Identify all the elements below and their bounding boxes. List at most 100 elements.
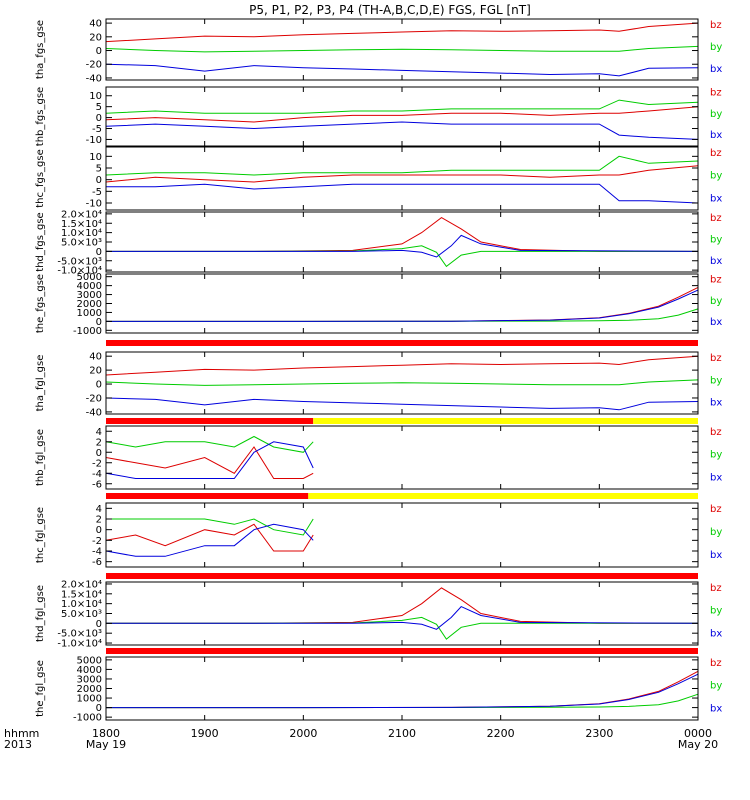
x-tick-label: 0000 xyxy=(684,727,712,740)
x-tick-label: 1800 xyxy=(92,727,120,740)
x-tick-label: 2300 xyxy=(585,727,613,740)
y-axis-label: the_fgs_gse xyxy=(35,274,46,333)
plot-frame xyxy=(105,656,699,721)
y-tick-label: -10 xyxy=(86,199,102,210)
y-tick-label: 2000 xyxy=(77,299,102,310)
quality-bar-segment xyxy=(106,418,314,424)
legend-bx: bx xyxy=(710,628,722,639)
series-by-line xyxy=(106,518,314,536)
series-by-line xyxy=(106,616,698,640)
quality-bar-segment xyxy=(308,493,698,499)
series-bx-line xyxy=(106,234,699,258)
legend-bz: bz xyxy=(710,275,722,286)
series-group xyxy=(106,217,699,268)
series-group xyxy=(105,155,699,204)
y-tick-label: 1.5×10⁴ xyxy=(61,219,102,230)
y-axis-label: thb_fgs_gse xyxy=(35,87,46,146)
chart-title: P5, P1, P2, P3, P4 (TH-A,B,C,D,E) FGS, F… xyxy=(249,3,531,17)
series-by-line xyxy=(105,435,314,453)
y-tick-label: 2 xyxy=(96,515,102,526)
series-bz-line xyxy=(105,22,699,43)
series-group xyxy=(105,99,699,140)
y-tick-label: 20 xyxy=(89,366,102,377)
y-axis-label: the_fgl_gse xyxy=(35,660,46,717)
legend-bx: bx xyxy=(710,317,722,328)
y-tick-label: 2000 xyxy=(77,684,102,695)
series-group xyxy=(105,518,314,557)
series-by-line xyxy=(105,99,699,114)
legend-bx: bx xyxy=(710,550,722,561)
y-tick-label: 0 xyxy=(96,703,102,714)
series-by-line xyxy=(106,693,699,709)
legend-bz: bz xyxy=(710,427,722,438)
series-bz-line xyxy=(105,523,314,552)
x-tick-date-label: May 19 xyxy=(86,738,126,751)
legend-bx: bx xyxy=(710,472,722,483)
series-bx-line xyxy=(106,183,699,204)
y-tick-label: 2.0×10⁴ xyxy=(61,209,102,220)
series-by-line xyxy=(106,245,698,268)
y-tick-label: -6 xyxy=(92,557,102,568)
quality-bar-segment xyxy=(106,340,698,346)
y-tick-label: -4 xyxy=(92,547,102,558)
y-tick-label: 1.0×10⁴ xyxy=(61,228,102,239)
legend-by: by xyxy=(710,42,722,53)
plot-frame xyxy=(105,273,699,334)
y-tick-label: -20 xyxy=(86,60,102,71)
legend-bz: bz xyxy=(710,353,722,364)
x-tick-label: 2100 xyxy=(388,727,416,740)
plot-frame xyxy=(105,86,699,147)
y-axis-label: thb_fgl_gse xyxy=(35,429,46,486)
legend-bx: bx xyxy=(710,130,722,141)
series-by-line xyxy=(106,308,699,322)
y-tick-label: 4000 xyxy=(77,281,102,292)
y-axis-label: thd_fgl_gse xyxy=(35,585,46,642)
y-tick-label: -1000 xyxy=(73,713,102,724)
y-tick-label: 5 xyxy=(96,102,102,113)
y-tick-label: 0 xyxy=(96,619,102,630)
y-tick-label: 2 xyxy=(96,437,102,448)
data-quality-bars xyxy=(106,340,698,654)
y-tick-label: 10 xyxy=(89,91,102,102)
plot-frame xyxy=(105,581,699,646)
series-by-line xyxy=(105,155,699,176)
y-tick-label: 40 xyxy=(89,19,102,30)
series-group xyxy=(106,587,699,640)
legend-bz: bz xyxy=(710,213,722,224)
y-tick-label: 0 xyxy=(96,525,102,536)
y-tick-label: 20 xyxy=(89,32,102,43)
quality-bar-segment xyxy=(313,418,698,424)
y-tick-label: 1000 xyxy=(77,694,102,705)
legend-bz: bz xyxy=(710,20,722,31)
y-tick-label: 10 xyxy=(89,152,102,163)
y-tick-label: 5000 xyxy=(77,272,102,283)
series-by-line xyxy=(105,45,699,53)
y-tick-label: -1.0×10⁴ xyxy=(57,639,102,650)
y-tick-label: -10 xyxy=(86,135,102,146)
y-tick-label: 0 xyxy=(96,448,102,459)
x-axis-row2-label: 2013 xyxy=(4,738,32,751)
x-tick-label: 2000 xyxy=(289,727,317,740)
y-tick-label: 0 xyxy=(96,175,102,186)
y-tick-label: -40 xyxy=(86,407,102,418)
y-tick-label: 4 xyxy=(96,427,102,438)
y-tick-label: 3000 xyxy=(77,290,102,301)
x-axis-row1-label: hhmm xyxy=(4,727,39,740)
series-bz-line xyxy=(105,165,699,183)
x-tick-date-label: May 20 xyxy=(678,738,718,751)
y-tick-label: -5 xyxy=(92,187,102,198)
legend-bx: bx xyxy=(710,398,722,409)
series-by-line xyxy=(105,379,699,386)
y-tick-label: 1.5×10⁴ xyxy=(61,589,102,600)
series-bx-line xyxy=(105,523,314,557)
y-tick-label: 0 xyxy=(96,317,102,328)
legend-bz: bz xyxy=(710,583,722,594)
legend-by: by xyxy=(710,234,722,245)
legend-bz: bz xyxy=(710,148,722,159)
panel-thd_fgl_gse: -1.0×10⁴-5.0×10³05.0×10³1.0×10⁴1.5×10⁴2.… xyxy=(35,579,722,649)
